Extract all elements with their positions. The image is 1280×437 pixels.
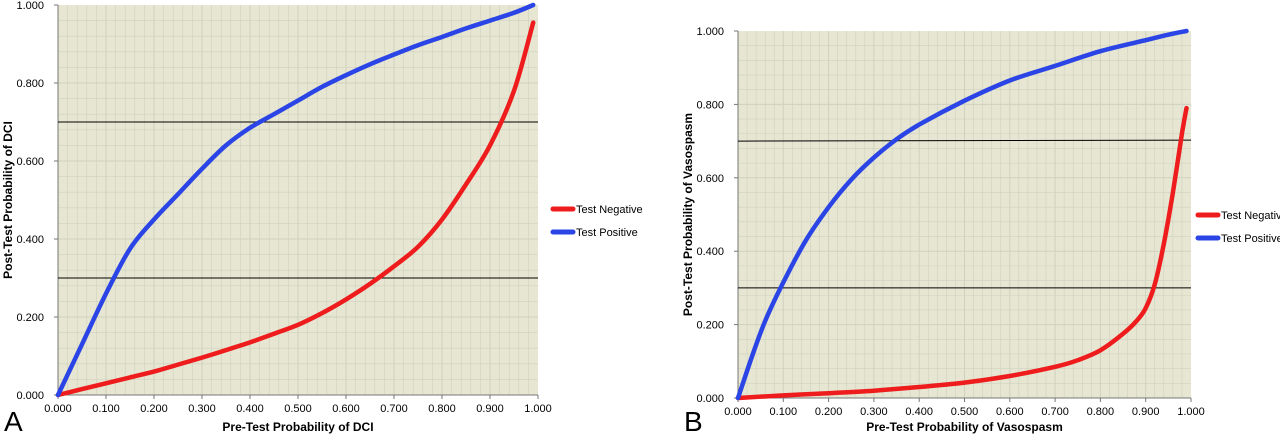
x-tick-label: 0.200 bbox=[140, 403, 168, 415]
y-tick-label: 1.000 bbox=[696, 26, 724, 38]
y-tick-label: 0.200 bbox=[696, 320, 724, 332]
y-tick-label: 0.000 bbox=[16, 390, 44, 402]
threshold-line bbox=[737, 139, 1192, 142]
y-tick-label: 0.600 bbox=[16, 156, 44, 168]
x-tick-label: 0.600 bbox=[996, 406, 1024, 418]
x-tick-label: 1.000 bbox=[524, 403, 552, 415]
x-tick-label: 0.300 bbox=[188, 403, 216, 415]
x-tick-label: 0.700 bbox=[1041, 406, 1069, 418]
y-tick-label: 0.800 bbox=[16, 78, 44, 90]
x-tick-label: 0.000 bbox=[44, 403, 72, 415]
x-tick-label: 0.500 bbox=[284, 403, 312, 415]
x-tick-label: 1.000 bbox=[1177, 406, 1205, 418]
x-tick-label: 0.800 bbox=[1087, 406, 1115, 418]
y-tick-label: 0.600 bbox=[696, 173, 724, 185]
x-tick-label: 0.100 bbox=[770, 406, 798, 418]
x-axis-title: Pre-Test Probability of DCI bbox=[222, 420, 373, 434]
y-tick-label: 0.200 bbox=[16, 312, 44, 324]
x-tick-label: 0.900 bbox=[1132, 406, 1160, 418]
y-tick-label: 1.000 bbox=[16, 0, 44, 12]
y-axis-title: Post-Test Probability of DCI bbox=[1, 121, 15, 279]
chart-panel-a: 0.000 0.100 0.200 0.300 0.400 0.500 0.600 0.700… bbox=[1, 0, 643, 437]
panel-label: A bbox=[4, 406, 23, 437]
legend-label-test-positive: Test Positive bbox=[1221, 233, 1280, 245]
x-axis-title: Pre-Test Probability of Vasospasm bbox=[866, 420, 1063, 434]
x-tick-label: 0.200 bbox=[815, 406, 843, 418]
legend-label-test-negative: Test Negative bbox=[1221, 210, 1280, 222]
series-line-test-positive bbox=[735, 28, 1189, 401]
legend-label-test-negative: Test Negative bbox=[576, 204, 643, 216]
y-tick-label: 0.400 bbox=[696, 246, 724, 258]
chart-panel-b: 0.000 0.100 0.200 0.300 0.400 0.500 0.600 0.700… bbox=[681, 26, 1280, 437]
panel-label: B bbox=[684, 406, 703, 437]
x-tick-label: 0.600 bbox=[332, 403, 360, 415]
x-tick-label: 0.700 bbox=[380, 403, 408, 415]
series-line-test-negative bbox=[735, 105, 1189, 401]
x-tick-label: 0.900 bbox=[476, 403, 504, 415]
x-tick-label: 0.500 bbox=[951, 406, 979, 418]
series-line-test-negative bbox=[55, 20, 536, 398]
legend-label-test-positive: Test Positive bbox=[576, 227, 638, 239]
y-axis-title: Post-Test Probability of Vasospasm bbox=[681, 113, 695, 316]
x-tick-label: 0.100 bbox=[92, 403, 120, 415]
series-line-test-positive bbox=[55, 2, 536, 398]
x-tick-label: 0.400 bbox=[905, 406, 933, 418]
y-tick-label: 0.800 bbox=[696, 99, 724, 111]
x-tick-label: 0.800 bbox=[428, 403, 456, 415]
x-tick-label: 0.300 bbox=[860, 406, 888, 418]
y-tick-label: 0.400 bbox=[16, 234, 44, 246]
y-tick-label: 0.000 bbox=[696, 393, 724, 405]
x-tick-label: 0.400 bbox=[236, 403, 264, 415]
x-tick-label: 0.000 bbox=[724, 406, 752, 418]
